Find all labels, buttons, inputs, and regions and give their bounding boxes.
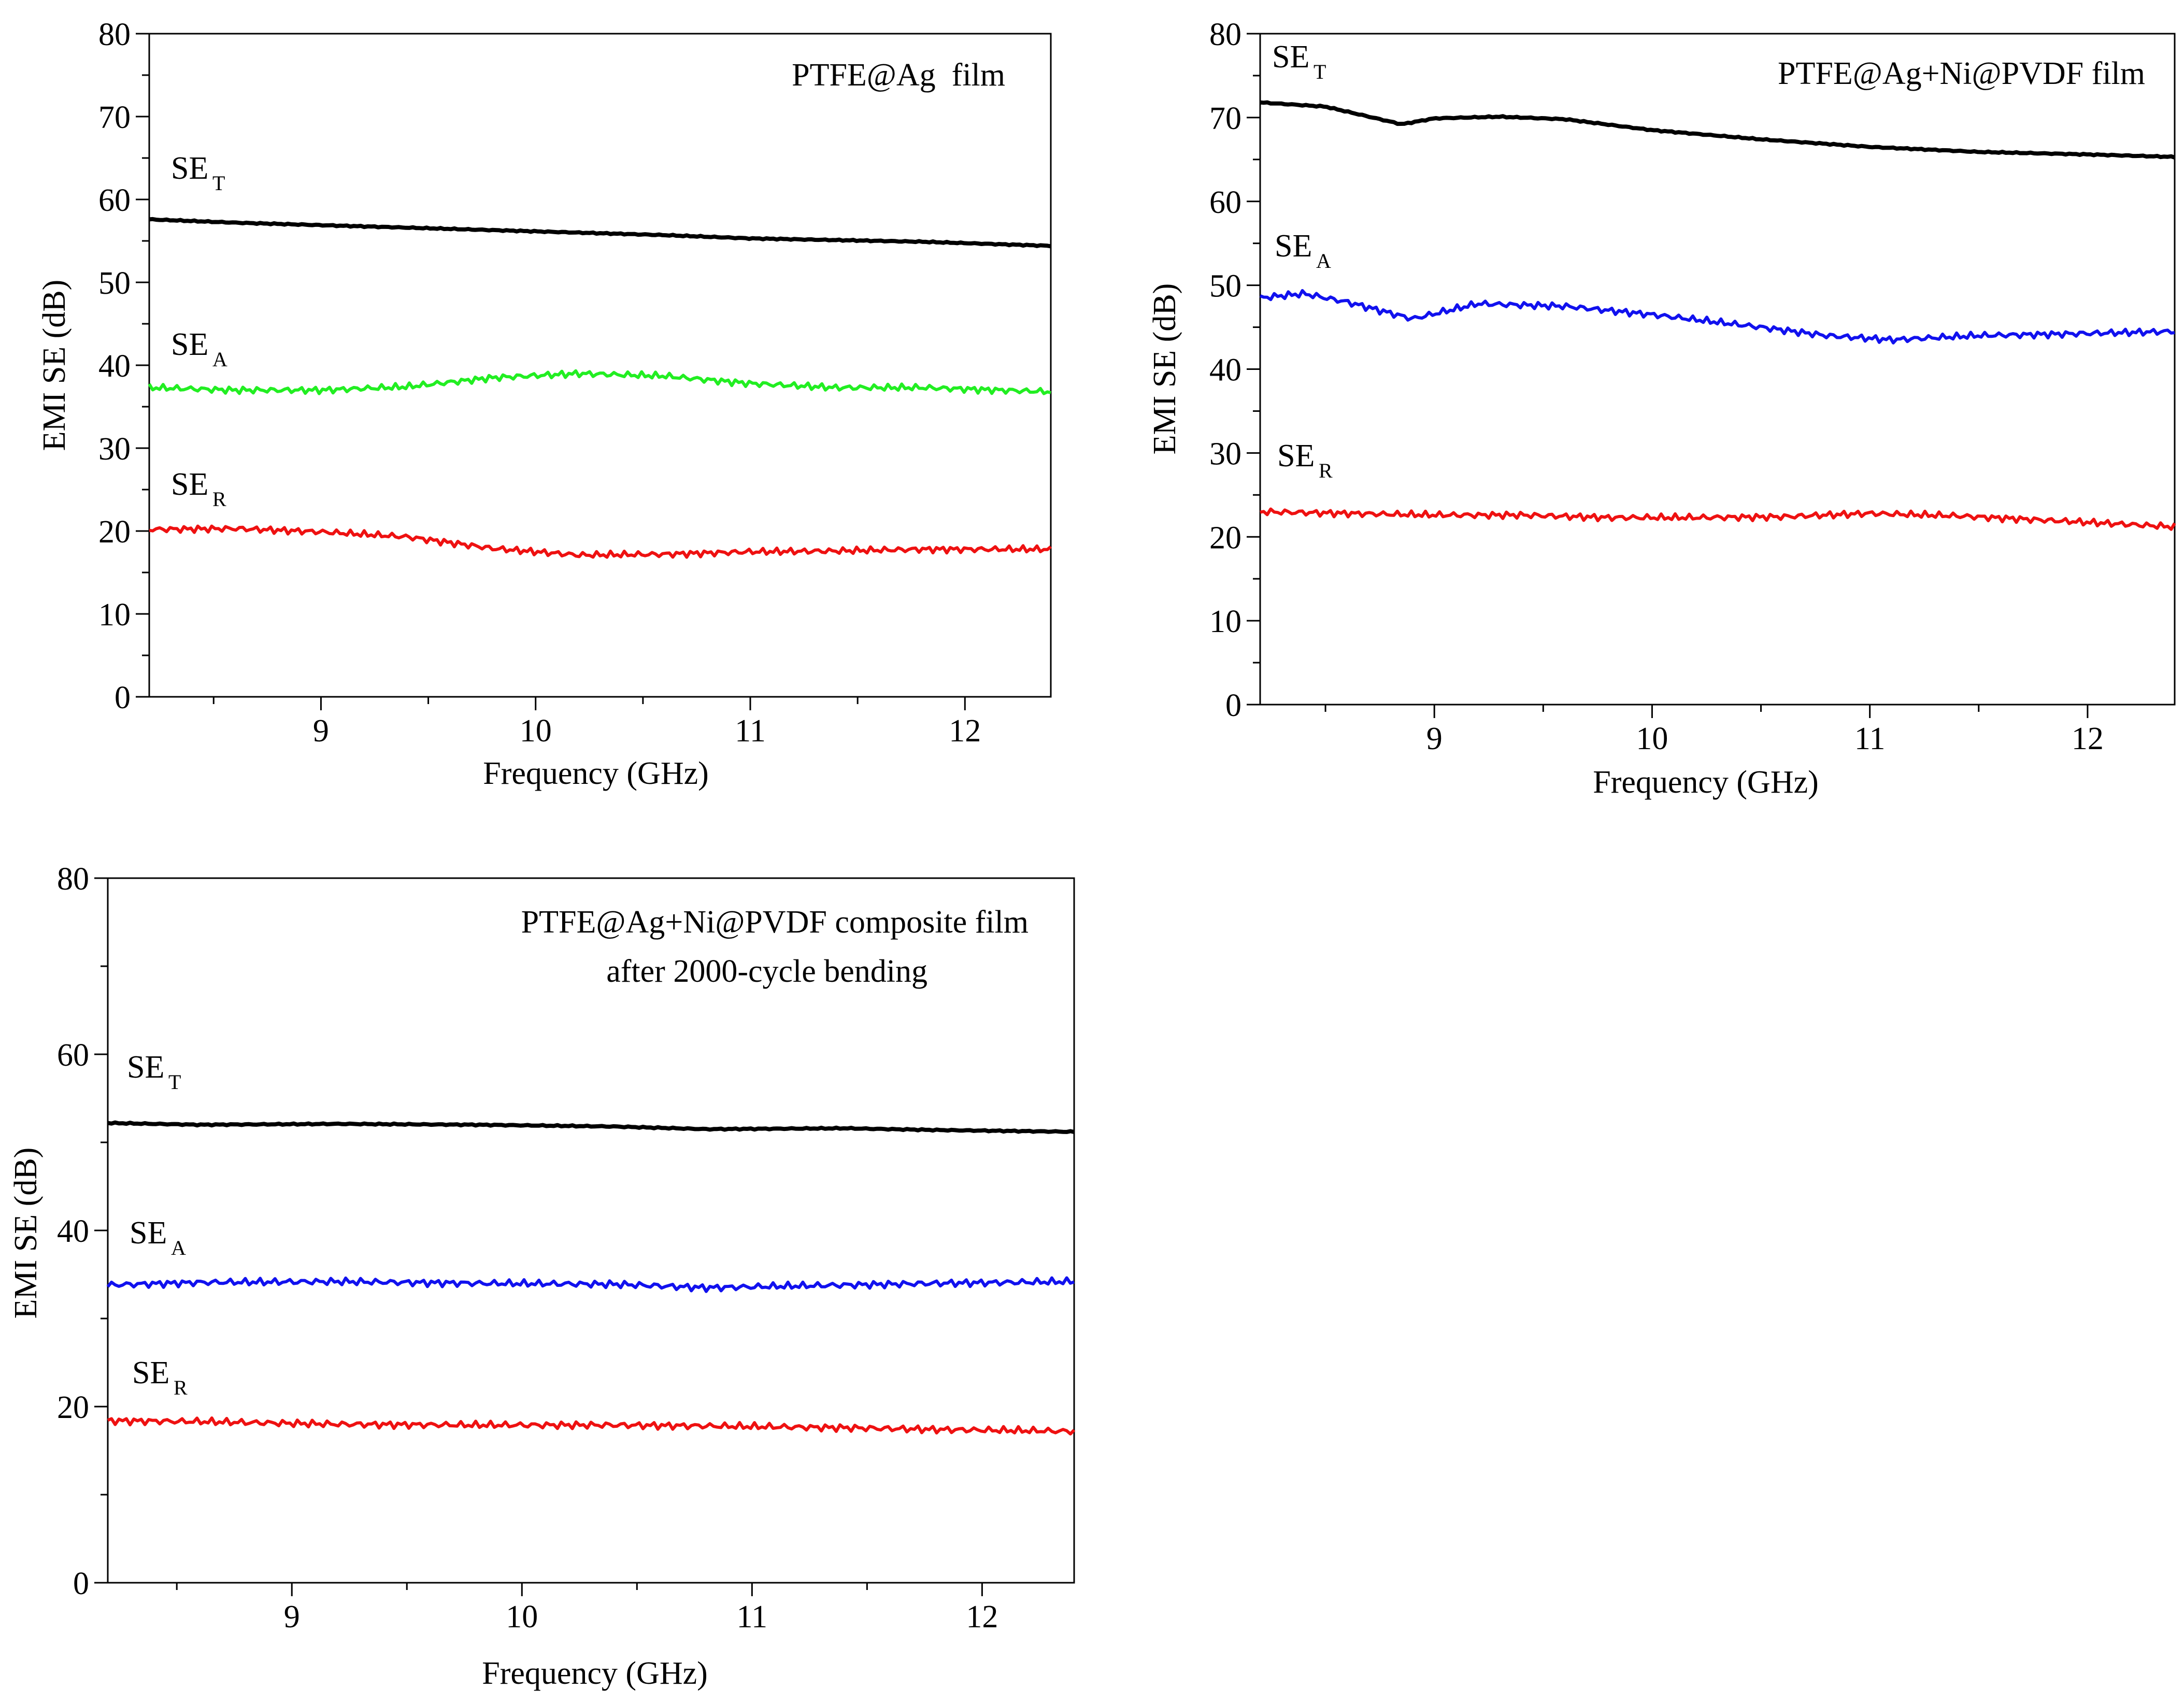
series-line-se-t [149, 217, 1051, 249]
series-label-se-r: SE [171, 467, 208, 502]
series-line-se-a [1259, 289, 2175, 345]
series-line-se-t [107, 1120, 1075, 1134]
y-axis-title: EMI SE (dB) [8, 1148, 44, 1319]
x-tick-label: 11 [735, 713, 766, 749]
chart-panel-after-bending: PTFE@Ag+Ni@PVDF composite film after 200… [8, 862, 1076, 1691]
y-tick-label: 40 [98, 349, 131, 384]
y-tick-label: 60 [57, 1038, 89, 1073]
x-tick-label: 10 [1636, 721, 1668, 756]
y-tick-label: 30 [98, 432, 131, 467]
series-label-subscript: A [171, 1236, 186, 1259]
x-tick-label: 12 [2072, 721, 2104, 756]
series-label-se-t: SE [127, 1050, 164, 1085]
series-label-se-a: SE [1275, 228, 1312, 264]
y-tick-label: 20 [98, 514, 131, 550]
x-tick-label: 9 [284, 1599, 300, 1635]
series-label-subscript: T [212, 171, 225, 195]
x-tick-label: 10 [506, 1599, 538, 1635]
chart-panel-ptfe-ag: PTFE@Ag film Frequency (GHz) EMI SE (dB)… [37, 17, 1052, 791]
x-tick-label: 9 [1426, 721, 1443, 756]
series-line-se-r [149, 524, 1052, 559]
y-tick-label: 10 [1209, 604, 1241, 639]
y-tick-label: 50 [98, 266, 131, 301]
series-label-subscript: A [1316, 249, 1331, 273]
y-tick-label: 50 [1209, 269, 1241, 304]
y-tick-label: 30 [1209, 436, 1241, 471]
y-tick-label: 40 [57, 1214, 89, 1249]
series-label-subscript: R [212, 488, 226, 511]
y-tick-label: 20 [1209, 520, 1241, 555]
series-label-subscript: A [212, 348, 227, 371]
series-label-subscript: T [168, 1070, 181, 1094]
series-line-se-r [1260, 507, 2176, 531]
series-label-subscript: R [174, 1376, 188, 1399]
y-axis-title: EMI SE (dB) [1147, 283, 1182, 455]
y-tick-label: 70 [1209, 101, 1241, 136]
x-tick-label: 11 [1854, 721, 1886, 756]
x-tick-label: 9 [313, 713, 329, 749]
chart-subtitle: after 2000-cycle bending [606, 954, 927, 989]
series-label-se-a: SE [171, 327, 208, 362]
series-line-se-t [1260, 100, 2176, 160]
series-label-subscript: T [1314, 60, 1326, 83]
y-tick-label: 20 [57, 1390, 89, 1425]
series-label-subscript: R [1319, 459, 1333, 482]
y-tick-label: 80 [57, 862, 89, 897]
chart-title: PTFE@Ag+Ni@PVDF film [1778, 56, 2145, 91]
y-tick-label: 80 [98, 17, 131, 52]
series-line-se-a [148, 369, 1051, 395]
series-label-se-a: SE [130, 1215, 167, 1251]
y-tick-label: 10 [98, 597, 131, 633]
x-tick-label: 12 [949, 713, 981, 749]
y-tick-label: 70 [98, 100, 131, 135]
series-label-se-t: SE [171, 151, 208, 186]
y-tick-label: 0 [73, 1566, 89, 1601]
chart-panel-ptfe-ag-ni-pvdf: PTFE@Ag+Ni@PVDF film Frequency (GHz) EMI… [1147, 17, 2176, 800]
series-label-se-t: SE [1272, 39, 1309, 75]
chart-title: PTFE@Ag film [792, 58, 1005, 93]
x-tick-label: 11 [736, 1599, 767, 1635]
series-label-se-r: SE [132, 1355, 169, 1391]
y-tick-label: 80 [1209, 17, 1241, 52]
y-tick-label: 0 [1225, 688, 1241, 723]
series-line-se-a [106, 1276, 1075, 1293]
y-tick-label: 40 [1209, 353, 1241, 388]
y-axis-title: EMI SE (dB) [37, 280, 72, 451]
x-axis-title: Frequency (GHz) [1593, 765, 1819, 800]
series-label-se-r: SE [1277, 438, 1315, 474]
y-tick-label: 60 [1209, 185, 1241, 220]
x-tick-label: 10 [520, 713, 552, 749]
chart-title: PTFE@Ag+Ni@PVDF composite film [521, 905, 1029, 940]
series-line-se-r [107, 1416, 1076, 1436]
x-tick-label: 12 [966, 1599, 998, 1635]
y-tick-label: 0 [115, 680, 131, 715]
x-axis-title: Frequency (GHz) [483, 756, 709, 791]
x-axis-title: Frequency (GHz) [482, 1656, 708, 1691]
y-tick-label: 60 [98, 183, 131, 218]
